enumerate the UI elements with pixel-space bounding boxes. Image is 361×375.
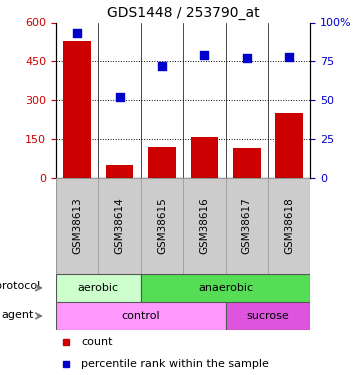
Text: agent: agent [2,309,34,320]
Point [159,63,165,69]
Bar [141,274,310,302]
Text: sucrose: sucrose [247,311,290,321]
Point [201,52,207,58]
Bar [148,147,176,178]
Text: GSM38616: GSM38616 [199,198,209,254]
Text: protocol: protocol [0,281,40,291]
Text: GSM38615: GSM38615 [157,198,167,254]
Bar [226,302,310,330]
Bar [64,40,91,178]
Text: GSM38613: GSM38613 [72,198,82,254]
Bar [275,113,303,178]
Text: aerobic: aerobic [78,283,119,293]
Text: anaerobic: anaerobic [198,283,253,293]
Bar [56,302,226,330]
Point [74,30,80,36]
Bar [268,178,310,274]
Text: GSM38614: GSM38614 [114,198,125,254]
Bar [56,178,98,274]
Point [117,94,122,100]
Text: GSM38618: GSM38618 [284,198,294,254]
Text: count: count [82,337,113,347]
Point [286,54,292,60]
Title: GDS1448 / 253790_at: GDS1448 / 253790_at [107,6,260,20]
Bar [98,178,141,274]
Bar [141,178,183,274]
Text: percentile rank within the sample: percentile rank within the sample [82,358,269,369]
Bar [233,148,261,178]
Bar [183,178,226,274]
Point [244,55,250,61]
Bar [56,274,141,302]
Text: GSM38617: GSM38617 [242,198,252,254]
Text: control: control [122,311,160,321]
Bar [106,165,133,178]
Bar [226,178,268,274]
Bar [191,136,218,178]
